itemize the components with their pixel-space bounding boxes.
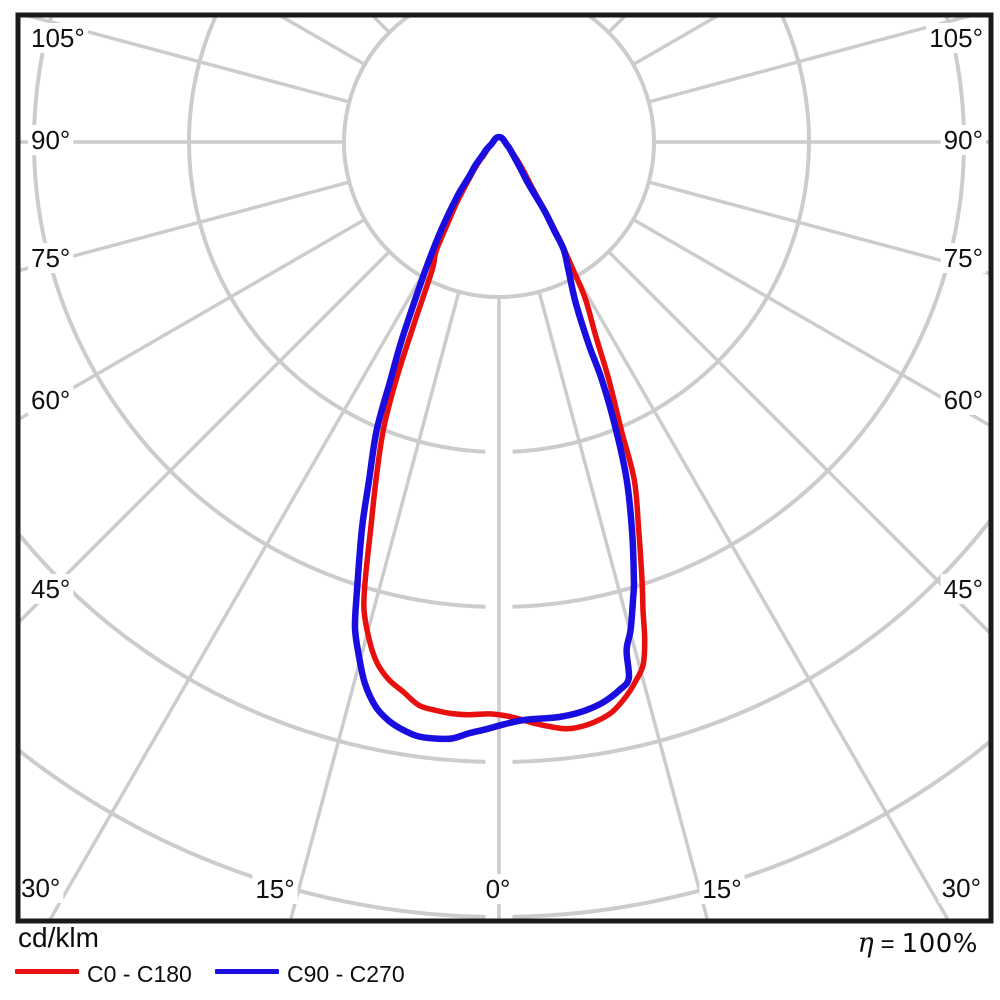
plot-frame (15, 12, 994, 924)
grid-ring (342, 17, 656, 299)
legend-swatch-c90-c270 (215, 969, 279, 974)
angle-label: 30° (942, 873, 981, 903)
grid-radial-line (20, 180, 350, 273)
grid-radial-line (537, 291, 709, 919)
grid-radial-line (289, 291, 461, 919)
grid-ring (187, 17, 811, 454)
angle-label: 105° (31, 23, 85, 53)
efficiency-label: η = 100% (857, 928, 978, 959)
angle-label: 0° (486, 874, 511, 904)
angle-label: 45° (31, 574, 70, 604)
angle-label: 90° (31, 125, 70, 155)
grid-radial-line (20, 217, 366, 421)
angle-label: 15° (255, 874, 294, 904)
eta-value: 100% (901, 929, 978, 959)
grid-ring (32, 17, 966, 609)
grid-radial-line (574, 275, 950, 919)
legend-swatch-c0-c180 (15, 969, 79, 974)
angle-label: 30° (21, 873, 60, 903)
angle-label-bg (28, 23, 88, 53)
grid-radial-line (648, 180, 989, 275)
angle-label: 75° (944, 243, 983, 273)
grid-radial-line (20, 250, 391, 623)
angle-label-bg (28, 243, 74, 273)
angle-label: 60° (944, 385, 983, 415)
grid-radial-line (27, 17, 350, 104)
grid-radial-line (48, 275, 424, 919)
angle-label: 15° (702, 874, 741, 904)
angle-label-bg (18, 873, 64, 903)
curves (351, 133, 648, 743)
angle-label-bg (482, 874, 514, 904)
legend-label-c0-c180: C0 - C180 (87, 961, 192, 987)
angle-label-bg (926, 23, 986, 53)
legend-label-c90-c270: C90 - C270 (287, 961, 405, 987)
angle-labels: 105° 90° 75° 60° 45° 30° 15° 0° 15° 30° 105° 90° 75°… (18, 23, 986, 904)
angle-label: 45° (944, 574, 983, 604)
grid-radial-line (577, 0, 1000, 8)
angle-label-bg (938, 873, 984, 903)
grid-radial-line (607, 250, 989, 634)
eta-equals: = (880, 931, 895, 958)
grid-radial-line (648, 17, 971, 104)
grid-radial-line (0, 0, 422, 8)
angle-label: 90° (944, 125, 983, 155)
angle-label-bg (940, 243, 986, 273)
grid-radial-line (632, 217, 989, 427)
angle-label: 105° (929, 23, 983, 53)
angle-label: 75° (31, 243, 70, 273)
angle-label-bg (28, 385, 74, 415)
angle-label-bg (28, 125, 74, 155)
curve-c90-c270 (351, 133, 638, 743)
angle-label-bg (28, 574, 74, 604)
angle-label-bg (940, 574, 986, 604)
angle-label: 60° (31, 385, 70, 415)
angle-label-bg (252, 874, 298, 904)
angle-label-bg (940, 385, 986, 415)
angle-label-bg (940, 125, 986, 155)
eta-symbol: η (857, 928, 874, 959)
angle-label-bg (699, 874, 745, 904)
unit-label: cd/klm (18, 922, 99, 953)
